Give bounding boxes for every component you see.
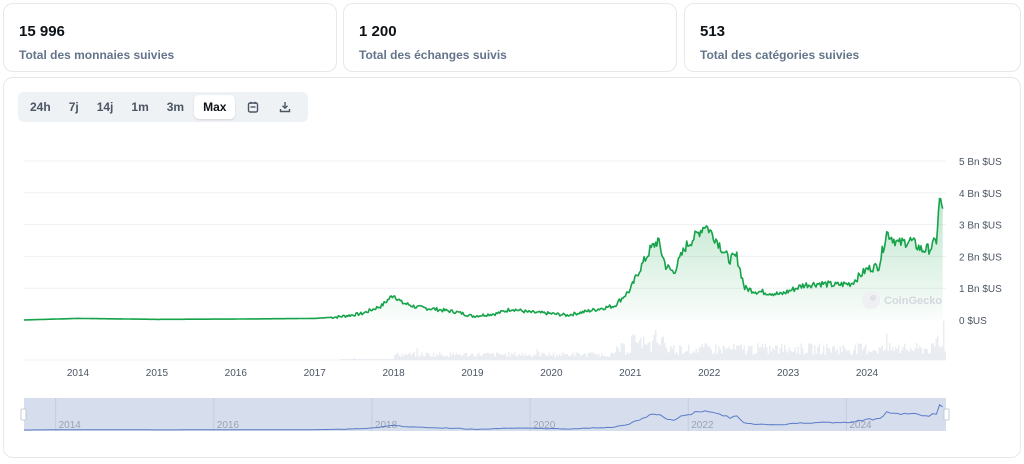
svg-text:2020: 2020 [533, 420, 556, 431]
range-3m-button[interactable]: 3m [166, 100, 185, 114]
navigator-right-handle[interactable] [943, 408, 950, 421]
range-14d-button[interactable]: 14j [96, 100, 114, 114]
svg-text:4 Bn $US: 4 Bn $US [959, 189, 1002, 200]
navigator-left-handle[interactable] [20, 408, 27, 421]
stat-value: 513 [700, 23, 726, 40]
svg-text:2015: 2015 [146, 368, 169, 379]
svg-text:2020: 2020 [540, 368, 563, 379]
svg-text:2014: 2014 [59, 420, 82, 431]
svg-text:1 Bn $US: 1 Bn $US [959, 284, 1002, 295]
stat-card-coins: 15 996 Total des monnaies suivies [3, 3, 337, 72]
range-7d-button[interactable]: 7j [68, 100, 79, 114]
range-24h-button[interactable]: 24h [30, 100, 51, 114]
calendar-button[interactable] [237, 95, 269, 119]
market-cap-line [23, 197, 944, 321]
svg-text:2019: 2019 [461, 368, 484, 379]
stat-value: 15 996 [19, 23, 65, 40]
calendar-icon [248, 101, 259, 113]
svg-text:2014: 2014 [67, 368, 90, 379]
svg-text:0 $US: 0 $US [959, 316, 987, 327]
stat-label: Total des monnaies suivies [19, 48, 175, 62]
stat-label: Total des échanges suivis [359, 48, 507, 62]
navigator-selection[interactable] [24, 398, 946, 431]
svg-text:3 Bn $US: 3 Bn $US [959, 221, 1002, 232]
range-navigator[interactable]: 2014 2016 2018 2020 2022 2024 [20, 398, 950, 431]
range-max-button[interactable]: Max [194, 95, 236, 119]
svg-text:2018: 2018 [375, 420, 398, 431]
volume-bars [340, 320, 946, 360]
svg-text:2017: 2017 [304, 368, 327, 379]
svg-text:2021: 2021 [619, 368, 642, 379]
stat-card-exchanges: 1 200 Total des échanges suivis [343, 3, 677, 72]
chart-gridlines [24, 160, 946, 361]
range-1m-button[interactable]: 1m [131, 100, 149, 114]
svg-text:2016: 2016 [225, 368, 248, 379]
svg-text:5 Bn $US: 5 Bn $US [959, 157, 1002, 168]
svg-text:2022: 2022 [698, 368, 721, 379]
stat-label: Total des catégories suivies [700, 48, 860, 62]
stat-value: 1 200 [359, 23, 397, 40]
download-icon [280, 102, 291, 113]
svg-text:2 Bn $US: 2 Bn $US [959, 252, 1002, 263]
svg-text:2022: 2022 [691, 420, 714, 431]
x-axis-labels: 2014 2015 2016 2017 2018 2019 2020 2021 2022 2023… [67, 368, 879, 379]
stat-card-categories: 513 Total des catégories suivies [684, 3, 1021, 72]
svg-text:2024: 2024 [856, 368, 879, 379]
market-cap-chart-card: 24h 7j 14j 1m 3m Max [3, 77, 1021, 458]
download-button[interactable] [269, 95, 301, 119]
svg-text:2024: 2024 [849, 420, 872, 431]
y-axis-labels: 0 $US 1 Bn $US 2 Bn $US 3 Bn $US 4 Bn $US 5 B… [959, 157, 1002, 327]
coingecko-watermark: CoinGecko [862, 291, 942, 309]
market-cap-area [24, 198, 943, 320]
time-range-selector: 24h 7j 14j 1m 3m Max [18, 92, 308, 122]
svg-text:2016: 2016 [217, 420, 240, 431]
svg-text:2018: 2018 [382, 368, 405, 379]
svg-text:2023: 2023 [777, 368, 800, 379]
svg-text:CoinGecko: CoinGecko [884, 295, 942, 307]
